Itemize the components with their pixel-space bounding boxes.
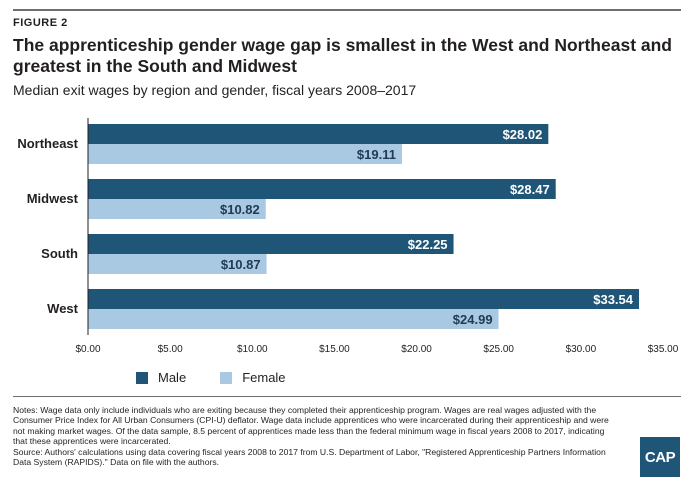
legend: Male Female <box>136 370 320 385</box>
legend-label-female: Female <box>242 370 286 385</box>
bar-male-northeast <box>88 124 549 144</box>
data-label-female-northeast: $19.11 <box>357 147 396 162</box>
data-label-male-south: $22.25 <box>408 237 448 252</box>
category-label-midwest: Midwest <box>27 191 79 206</box>
x-tick-label: $15.00 <box>319 344 350 355</box>
cap-logo: CAP <box>640 437 680 477</box>
bar-male-midwest <box>88 179 556 199</box>
legend-swatch-male <box>136 371 148 384</box>
data-label-female-south: $10.87 <box>221 257 261 272</box>
bar-female-south <box>88 254 267 274</box>
bar-male-south <box>88 234 454 254</box>
x-tick-label: $0.00 <box>75 344 100 355</box>
figure-label: FIGURE 2 <box>13 17 68 29</box>
x-tick-label: $35.00 <box>648 344 679 355</box>
data-label-male-midwest: $28.47 <box>510 182 550 197</box>
bar-female-midwest <box>88 199 266 219</box>
top-rule <box>13 9 681 11</box>
legend-label-male: Male <box>158 370 187 385</box>
chart-title: The apprenticeship gender wage gap is sm… <box>13 35 672 76</box>
x-tick-label: $30.00 <box>566 344 597 355</box>
data-label-male-west: $33.54 <box>593 292 634 307</box>
bar-female-northeast <box>88 144 402 164</box>
category-label-northeast: Northeast <box>17 136 78 151</box>
data-label-female-midwest: $10.82 <box>220 202 260 217</box>
legend-entry-male: Male <box>136 370 186 385</box>
x-tick-label: $25.00 <box>483 344 514 355</box>
legend-entry-female: Female <box>220 370 286 385</box>
bar-female-west <box>88 309 499 329</box>
source-text: Source: Authors' calculations using data… <box>13 446 606 468</box>
notes-block: Notes: Wage data only include individual… <box>13 405 613 467</box>
data-label-male-northeast: $28.02 <box>503 127 543 142</box>
notes-text: Notes: Wage data only include individual… <box>13 405 609 447</box>
legend-swatch-female <box>220 371 233 384</box>
x-tick-label: $5.00 <box>158 344 183 355</box>
category-label-west: West <box>47 301 78 316</box>
bar-male-west <box>88 289 640 309</box>
x-tick-label: $10.00 <box>237 344 268 355</box>
bar-chart: Northeast $28.02 $19.11 Midwest $28.47 $10.82… <box>17 118 679 355</box>
data-label-female-west: $24.99 <box>453 312 493 327</box>
x-tick-label: $20.00 <box>401 344 432 355</box>
category-label-south: South <box>41 246 78 261</box>
chart-subtitle: Median exit wages by region and gender, … <box>13 82 417 98</box>
bottom-rule <box>13 396 681 397</box>
